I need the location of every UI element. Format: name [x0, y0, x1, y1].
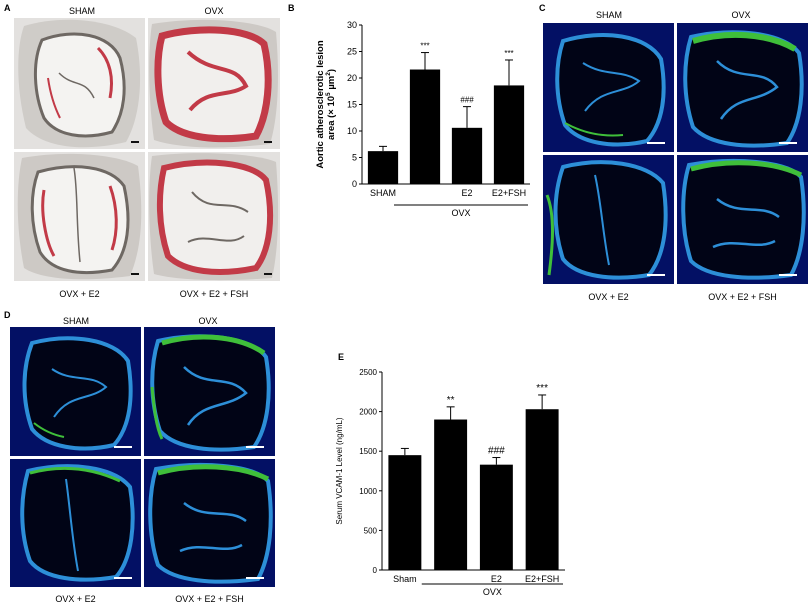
panel-a-caption-ovx-e2: OVX + E2	[59, 289, 100, 299]
x-category-label: E2+FSH	[525, 574, 559, 584]
scale-bar	[246, 446, 264, 448]
panel-label-c: C	[539, 3, 546, 13]
scale-bar	[264, 273, 272, 275]
panel-a-ovx-e2-fsh-histology-image	[148, 152, 280, 281]
bar	[493, 85, 525, 184]
panel-c-ovx-e2-fsh-fluorescence-image	[677, 155, 808, 284]
panel-a-ovx-e2-histology-image	[14, 152, 145, 281]
significance-marker: ***	[536, 383, 548, 394]
panel-label-b: B	[288, 3, 295, 13]
bar	[451, 127, 483, 184]
panel-c-sham-fluorescence-image	[543, 23, 674, 152]
scale-bar	[779, 274, 797, 276]
panel-d-ovx-e2-fluorescence-image	[10, 459, 141, 587]
y-tick-label: 1000	[359, 487, 377, 496]
panel-label-d: D	[4, 310, 11, 320]
y-tick-label: 10	[347, 126, 357, 136]
panel-a-sham-histology-image	[14, 18, 145, 149]
group-label: OVX	[483, 587, 502, 597]
y-tick-label: 1500	[359, 447, 377, 456]
bar	[434, 419, 468, 570]
scale-bar	[647, 142, 665, 144]
significance-marker: ***	[420, 42, 429, 51]
panel-d-caption-ovx-e2-fsh: OVX + E2 + FSH	[175, 594, 244, 604]
y-axis-label-line2: area (× 105 µm2)	[325, 69, 337, 140]
panel-a-caption-sham: SHAM	[68, 6, 95, 16]
panel-a-caption-ovx-e2-fsh: OVX + E2 + FSH	[179, 289, 249, 299]
panel-c-ovx-fluorescence-image	[677, 23, 808, 152]
y-tick-label: 0	[352, 179, 357, 189]
scale-bar	[779, 142, 797, 144]
x-category-label: E2	[461, 188, 472, 198]
scale-bar	[114, 446, 132, 448]
y-tick-label: 15	[347, 100, 357, 110]
scale-bar	[131, 141, 139, 143]
bar	[388, 455, 422, 570]
panel-c-ovx-e2-fluorescence-image	[543, 155, 674, 284]
significance-marker: ***	[504, 49, 513, 58]
bar	[525, 409, 559, 570]
panel-d-ovx-fluorescence-image	[144, 327, 275, 456]
panel-b-bar-chart: 051015202530SHAM***###E2***E2+FSHOVXAort…	[315, 20, 530, 218]
panel-a-caption-ovx: OVX	[204, 6, 224, 16]
scale-bar	[114, 577, 132, 579]
y-tick-label: 20	[347, 73, 357, 83]
panel-e-bar-chart: 0 500 1000 1500 2000 2500 Sham ** ### E2 *** E2+FSH…	[335, 368, 565, 597]
x-category-label: E2	[491, 574, 502, 584]
panel-a-ovx-histology-image	[148, 18, 280, 149]
y-axis-label-superscript: 5	[325, 92, 332, 96]
y-axis-label-line1: Aortic atherosclerotic lesion	[315, 40, 326, 168]
bar	[479, 464, 513, 570]
y-axis-label-part: area (× 10	[326, 96, 337, 140]
x-category-label: E2+FSH	[492, 188, 526, 198]
y-tick-label: 0	[373, 566, 378, 575]
panel-d-caption-ovx-e2: OVX + E2	[55, 594, 96, 604]
scale-bar	[131, 273, 139, 275]
y-axis-label-unit-superscript: 2	[325, 72, 332, 76]
panel-c-caption-sham: SHAM	[595, 10, 622, 20]
x-category-label: SHAM	[370, 188, 396, 198]
y-tick-label: 2500	[359, 368, 377, 377]
panel-d-sham-fluorescence-image	[10, 327, 141, 456]
bar	[367, 151, 399, 184]
y-tick-label: 25	[347, 47, 357, 57]
significance-marker: **	[447, 395, 455, 406]
y-tick-label: 500	[364, 526, 378, 535]
panel-label-e: E	[338, 352, 345, 362]
y-tick-label: 2000	[359, 408, 377, 417]
y-axis-label: Serum VCAM-1 Level (ng/mL)	[335, 417, 344, 524]
y-axis-label-unit: µm	[326, 76, 337, 93]
panel-d-ovx-e2-fsh-fluorescence-image	[144, 459, 275, 587]
x-category-label: Sham	[393, 574, 417, 584]
panel-c-caption-ovx-e2: OVX + E2	[588, 292, 629, 302]
y-tick-label: 5	[352, 153, 357, 163]
panel-c-caption-ovx: OVX	[731, 10, 751, 20]
panel-d-caption-ovx: OVX	[198, 316, 218, 326]
panel-c-caption-ovx-e2-fsh: OVX + E2 + FSH	[708, 292, 777, 302]
bar	[409, 69, 441, 184]
scale-bar	[246, 577, 264, 579]
scale-bar	[264, 141, 272, 143]
significance-marker: ###	[460, 96, 474, 105]
scale-bar	[647, 274, 665, 276]
significance-marker: ###	[488, 446, 505, 457]
y-axis-label-close: )	[326, 69, 337, 72]
panel-label-a: A	[4, 3, 11, 13]
y-tick-label: 30	[347, 20, 357, 30]
panel-d-caption-sham: SHAM	[62, 316, 89, 326]
group-label: OVX	[451, 208, 470, 218]
